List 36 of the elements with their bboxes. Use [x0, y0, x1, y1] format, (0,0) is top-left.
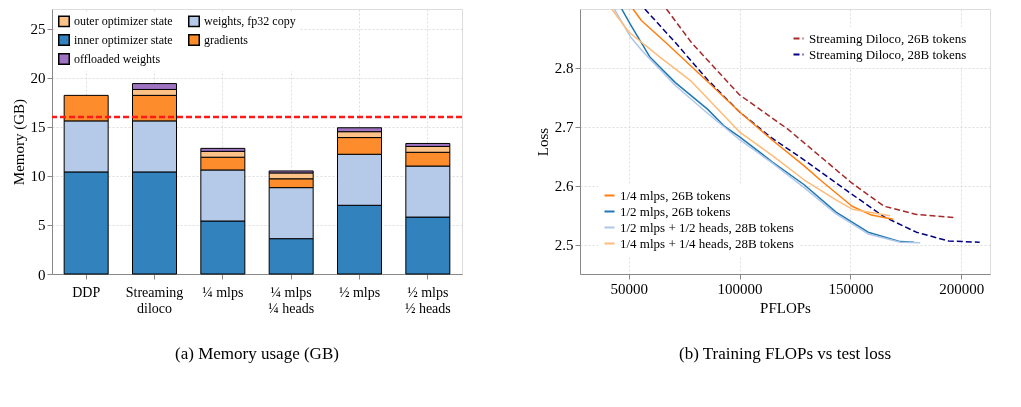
x-tick-label: ½ mlps ½ heads — [404, 284, 451, 316]
legend-label: outer optimizer state — [74, 14, 173, 29]
legend-label: weights, fp32 copy — [204, 14, 296, 29]
legend-label: 1/4 mlps + 1/4 heads, 28B tokens — [620, 235, 794, 251]
x-tick-label: 100000 — [717, 280, 763, 297]
x-tick-label: 200000 — [939, 280, 985, 297]
legend-label: 1/4 mlps, 26B tokens — [620, 187, 731, 203]
y-tick-label: 2.8 — [554, 60, 574, 77]
x-tick-label: ½ mlps — [338, 284, 381, 300]
y-tick-label: 2.5 — [554, 237, 574, 254]
legend-label: 1/2 mlps, 26B tokens — [620, 203, 731, 219]
y-axis-title: Memory (GB) — [10, 98, 28, 186]
text: (a) Memory usage (GB) — [175, 344, 339, 363]
x-tick-label: 150000 — [828, 280, 874, 297]
legend-label: inner optimizer state — [74, 33, 173, 47]
legend-label: gradients — [204, 33, 249, 47]
y-axis-title: Loss — [534, 127, 551, 157]
x-tick-label: ¼ mlps ¼ heads — [268, 284, 315, 316]
x-axis-title: PFLOPs — [760, 299, 812, 316]
text: (b) Training FLOPs vs test loss — [678, 344, 892, 363]
y-tick-label: 2.6 — [554, 178, 574, 195]
y-tick-label: 25 — [30, 21, 46, 38]
y-tick-label: 2.7 — [554, 119, 574, 136]
x-tick-label: DDP — [72, 284, 101, 300]
legend-label: Streaming Diloco, 28B tokens — [809, 46, 967, 62]
x-tick-label: 50000 — [610, 280, 649, 297]
y-tick-label: 5 — [38, 217, 46, 234]
x-tick-label: ¼ mlps — [202, 284, 244, 300]
legend-label: offloaded weights — [74, 52, 161, 66]
x-tick-label: Streaming diloco — [125, 284, 184, 316]
y-tick-label: 15 — [30, 119, 46, 136]
y-tick-label: 10 — [30, 168, 46, 185]
y-tick-label: 20 — [30, 70, 46, 87]
y-tick-label: 0 — [38, 266, 46, 283]
legend-label: 1/2 mlps + 1/2 heads, 28B tokens — [620, 219, 794, 235]
legend-label: Streaming Diloco, 26B tokens — [809, 30, 967, 46]
